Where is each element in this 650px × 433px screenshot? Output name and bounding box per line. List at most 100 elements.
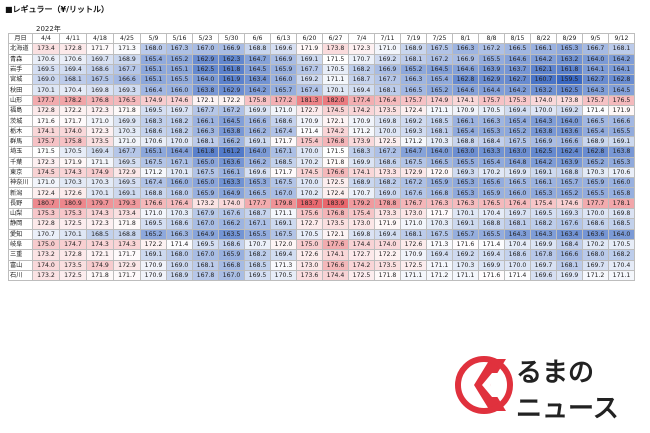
price-cell: 165.0 [192, 156, 219, 168]
price-cell: 170.1 [322, 84, 349, 96]
price-cell: 166.1 [218, 166, 245, 179]
price-cell: 166.1 [530, 43, 557, 55]
price-cell: 170.4 [504, 238, 531, 251]
price-cell: 170.6 [32, 53, 60, 65]
price-cell: 172.1 [322, 228, 349, 240]
price-cell: 171.8 [322, 156, 349, 168]
price-cell: 173.5 [374, 259, 401, 271]
price-cell: 169.7 [582, 259, 609, 271]
price-cell: 170.3 [452, 259, 479, 271]
price-cell: 165.5 [478, 228, 505, 240]
price-cell: 166.5 [426, 156, 453, 168]
price-cell: 163.8 [192, 84, 219, 96]
price-cell: 171.1 [608, 269, 635, 282]
price-cell: 167.2 [218, 105, 245, 117]
price-cell: 164.6 [452, 63, 479, 76]
price-cell: 171.4 [478, 238, 505, 251]
price-cell: 162.9 [218, 84, 245, 96]
price-cell: 169.4 [270, 249, 297, 261]
price-cell: 161.9 [218, 74, 245, 86]
price-cell: 173.2 [32, 269, 60, 282]
price-cell: 164.9 [218, 187, 245, 199]
price-cell: 175.0 [296, 238, 323, 251]
price-cell: 170.6 [608, 166, 635, 179]
price-cell: 167.7 [374, 74, 401, 86]
table-row: 石川 173.2 172.5 171.8 171.7 170.9 168.9 167.8 167… [8, 269, 635, 282]
price-cell: 172.4 [400, 105, 427, 117]
price-cell: 169.5 [244, 269, 271, 282]
price-cell: 166.5 [582, 115, 609, 127]
price-cell: 165.1 [140, 146, 167, 158]
price-cell: 169.4 [426, 249, 453, 261]
kurumanonews-logo: るまの ニュース [455, 356, 619, 424]
price-cell: 168.8 [113, 228, 141, 240]
price-cell: 169.9 [504, 166, 531, 179]
price-cell: 174.1 [348, 166, 375, 179]
table-row: 静岡 172.8 172.5 172.3 171.8 169.5 168.6 167.0 166… [8, 218, 635, 230]
price-cell: 174.2 [322, 125, 349, 137]
price-cell: 174.0 [530, 94, 557, 107]
prefecture-label: 宮城 [8, 74, 33, 86]
price-cell: 166.2 [244, 156, 271, 168]
price-cell: 165.3 [244, 177, 271, 189]
price-cell: 168.2 [244, 249, 271, 261]
price-cell: 175.4 [530, 197, 557, 210]
price-cell: 172.1 [322, 115, 349, 127]
price-cell: 165.4 [140, 53, 167, 65]
price-cell: 167.0 [192, 43, 219, 55]
price-cell: 170.1 [452, 208, 479, 220]
prefecture-label: 富山 [8, 259, 33, 271]
price-cell: 164.8 [504, 156, 531, 168]
price-cell: 174.2 [348, 259, 375, 271]
price-cell: 173.5 [374, 105, 401, 117]
price-cell: 170.1 [59, 228, 87, 240]
prefecture-label: 埼玉 [8, 146, 33, 158]
price-cell: 170.9 [296, 115, 323, 127]
price-cell: 170.7 [348, 53, 375, 65]
price-cell: 176.5 [478, 197, 505, 210]
price-cell: 168.0 [140, 43, 167, 55]
price-cell: 162.5 [192, 63, 219, 76]
price-cell: 180.9 [59, 197, 87, 210]
table-row: 秋田 170.1 170.4 169.8 169.3 166.4 166.0 163.8 162… [8, 84, 635, 96]
price-cell: 166.3 [400, 74, 427, 86]
year-label: 2022年 [36, 25, 61, 33]
table-row: 北海道 173.4 172.8 171.7 171.3 168.0 167.3 167.0 16… [8, 43, 635, 55]
price-cell: 171.3 [113, 43, 141, 55]
price-cell: 171.7 [270, 135, 297, 148]
price-cell: 171.6 [32, 115, 60, 127]
price-cell: 172.6 [59, 187, 87, 199]
price-cell: 180.7 [32, 197, 60, 210]
price-cell: 179.8 [270, 197, 297, 210]
price-cell: 172.2 [218, 94, 245, 107]
price-cell: 168.1 [59, 74, 87, 86]
price-cell: 172.4 [322, 187, 349, 199]
price-cell: 164.5 [608, 84, 635, 96]
price-cell: 170.4 [59, 84, 87, 96]
price-cell: 165.2 [140, 228, 167, 240]
price-cell: 170.0 [374, 125, 401, 137]
price-cell: 173.3 [374, 208, 401, 220]
table-row: 長野 180.7 180.9 179.7 179.3 176.6 176.4 173.2 174… [8, 197, 635, 210]
price-cell: 164.2 [504, 84, 531, 96]
price-cell: 169.9 [478, 259, 505, 271]
price-cell: 172.2 [140, 238, 167, 251]
price-cell: 178.8 [374, 197, 401, 210]
table-row: 宮城 169.0 168.1 167.5 166.6 165.1 165.5 164.0 161… [8, 74, 635, 86]
price-cell: 170.5 [322, 63, 349, 76]
price-cell: 165.4 [426, 74, 453, 86]
price-cell: 169.7 [166, 105, 193, 117]
price-cell: 171.9 [296, 43, 323, 55]
price-cell: 168.7 [244, 208, 271, 220]
price-cell: 169.4 [86, 146, 114, 158]
date-header: 8/15 [504, 32, 531, 45]
price-cell: 171.0 [140, 208, 167, 220]
price-cell: 166.9 [530, 135, 557, 148]
table-row: 栃木 174.1 174.0 172.3 170.3 168.6 168.2 166.3 163… [8, 125, 635, 137]
price-cell: 165.2 [556, 187, 583, 199]
price-cell: 172.3 [86, 105, 114, 117]
price-cell: 171.0 [86, 115, 114, 127]
price-cell: 172.9 [113, 166, 141, 179]
price-cell: 166.3 [452, 43, 479, 55]
price-cell: 168.9 [113, 53, 141, 65]
